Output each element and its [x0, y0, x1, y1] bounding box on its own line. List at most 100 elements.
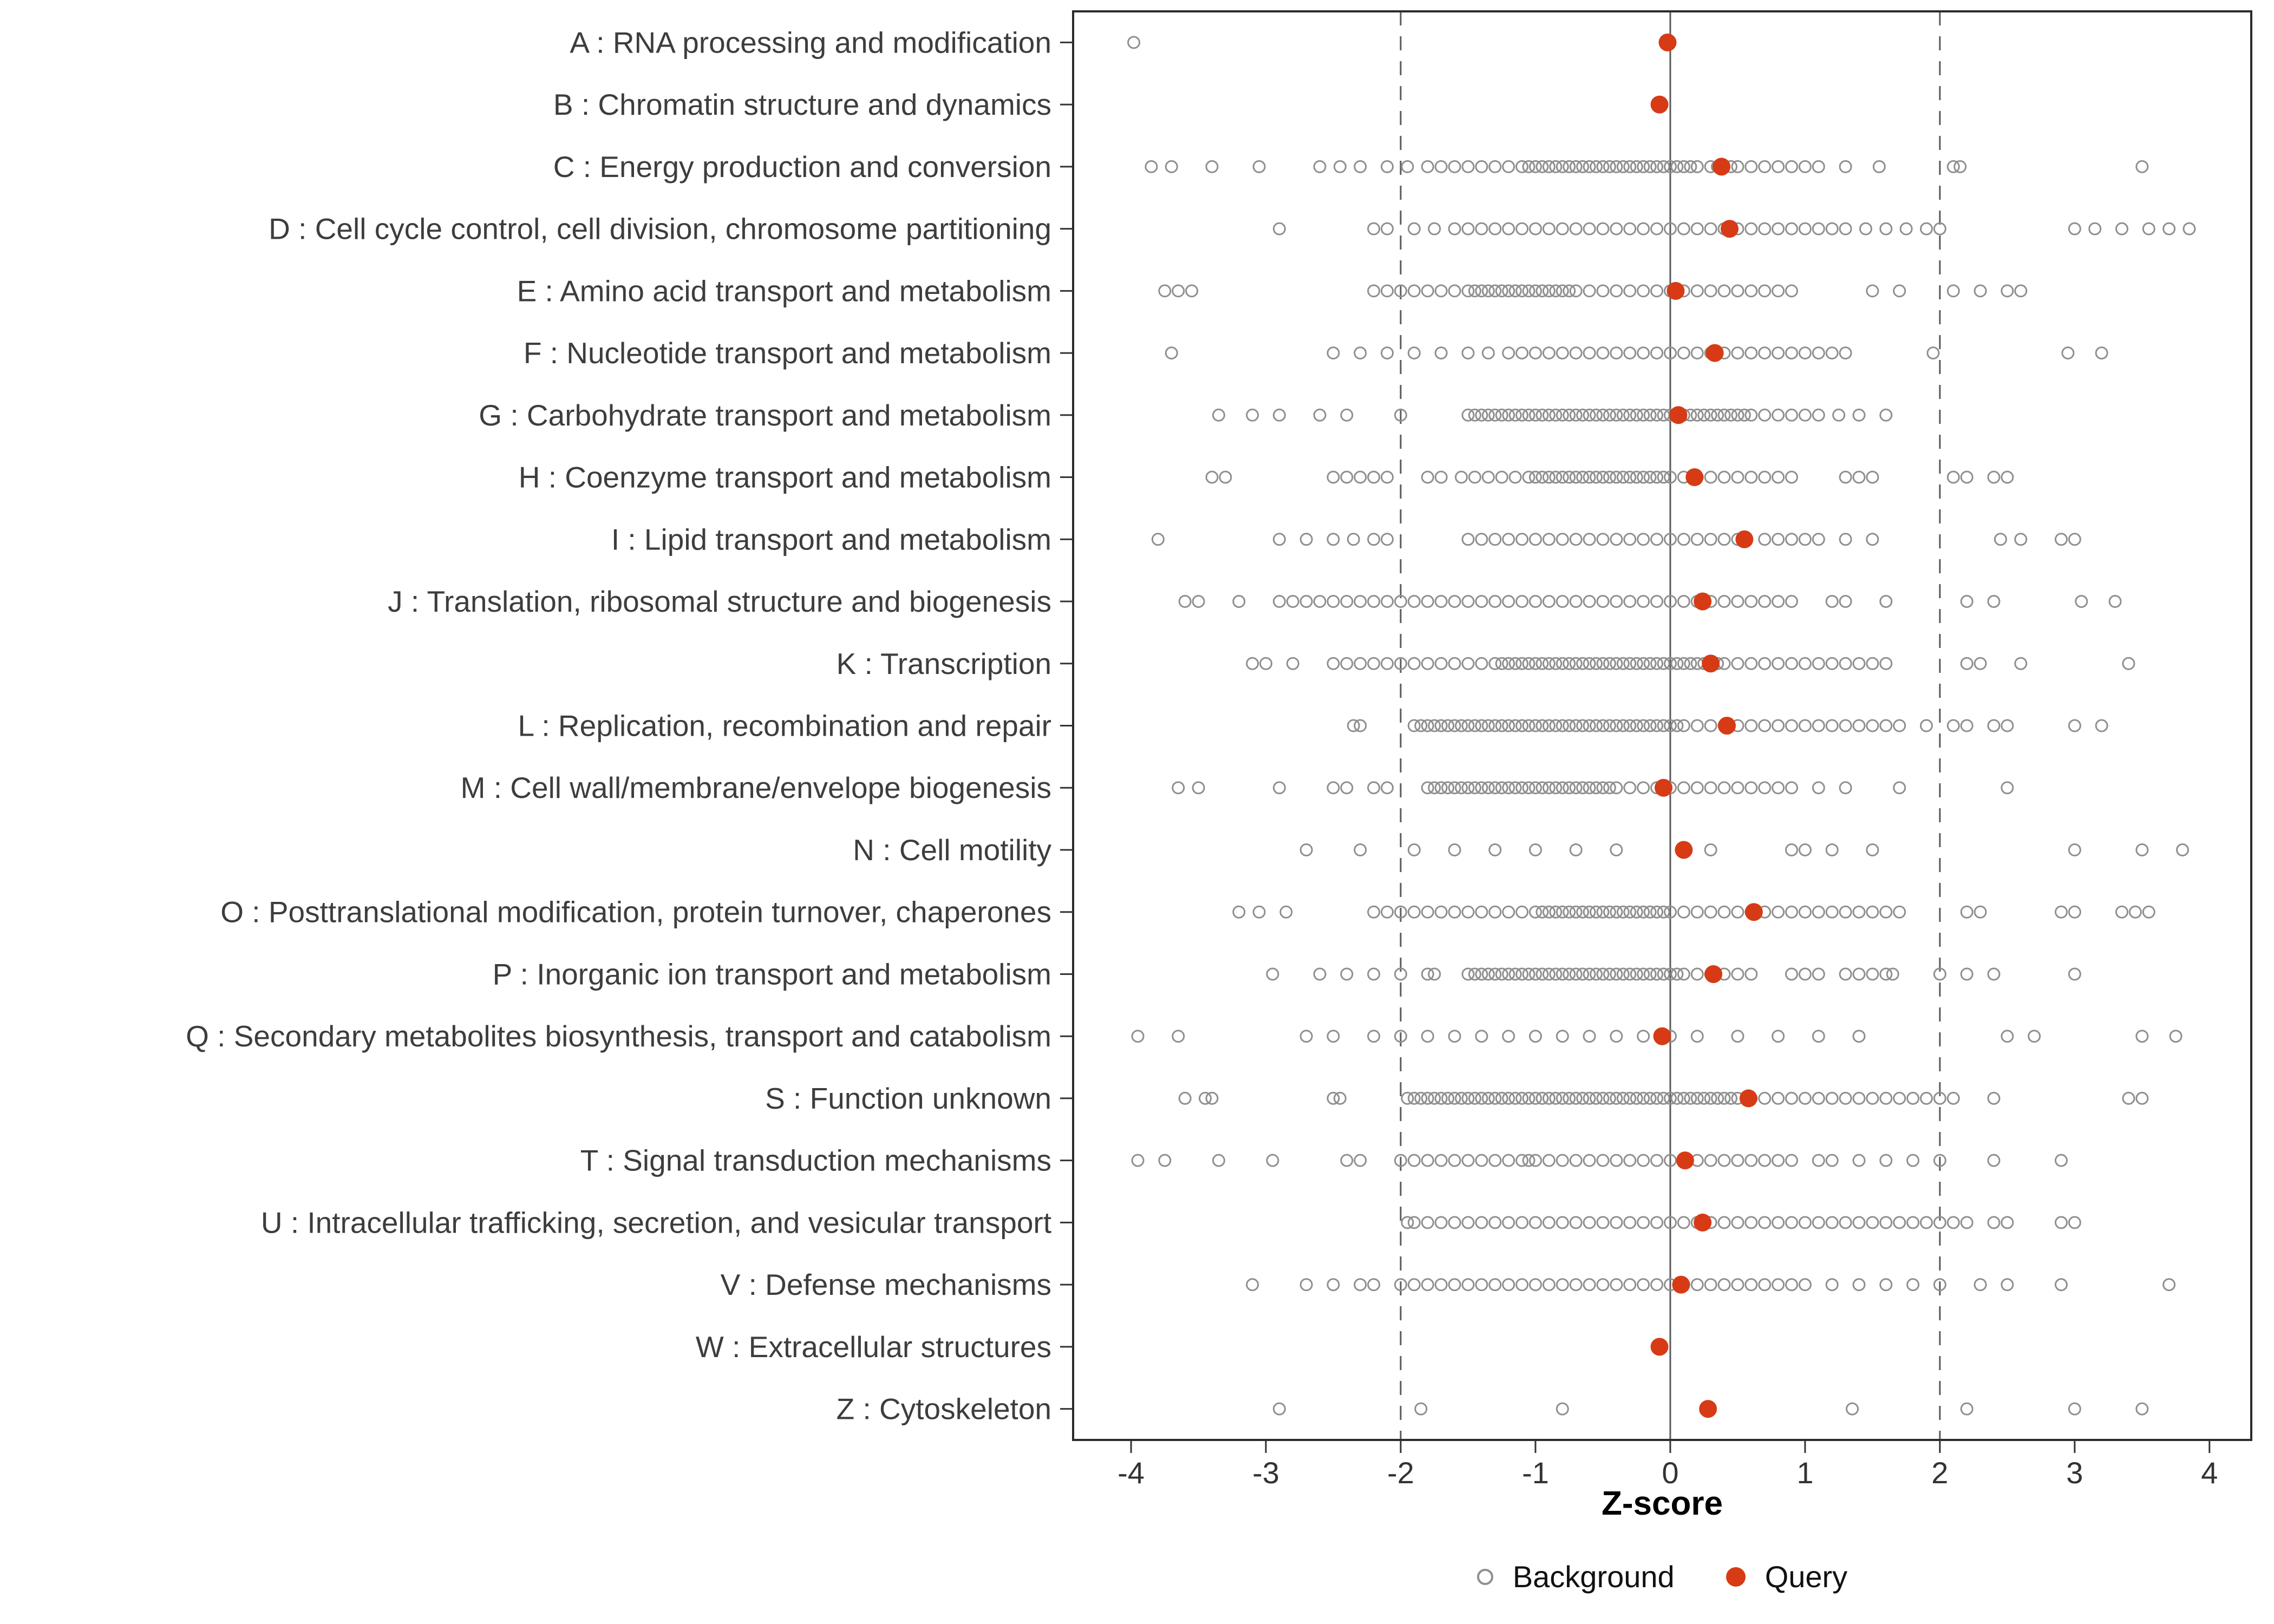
background-point [1475, 905, 1488, 919]
background-point [1946, 284, 1960, 298]
background-point [1421, 160, 1434, 173]
background-point [1421, 905, 1434, 919]
background-point [1825, 719, 1839, 732]
background-point [1488, 222, 1502, 235]
background-point [1434, 781, 1448, 795]
background-point [1461, 284, 1475, 298]
background-point [1569, 284, 1583, 298]
background-point [2088, 222, 2102, 235]
background-point [1549, 408, 1563, 422]
background-point [1879, 719, 1893, 732]
background-point [1731, 160, 1744, 173]
background-point [1630, 408, 1643, 422]
background-point [1610, 160, 1623, 173]
background-point [1731, 1216, 1744, 1229]
background-point [1731, 781, 1744, 795]
background-point [1434, 905, 1448, 919]
background-point [1663, 905, 1677, 919]
background-point [1172, 781, 1185, 795]
background-point [1272, 222, 1286, 235]
legend-item-query: Query [1726, 1559, 1847, 1594]
background-point [1232, 905, 1246, 919]
background-point [1758, 346, 1772, 360]
background-point [1650, 533, 1664, 546]
background-point [1616, 160, 1630, 173]
background-point [1407, 595, 1421, 608]
background-point [1528, 1091, 1542, 1105]
background-point [1785, 719, 1799, 732]
background-point [1488, 160, 1502, 173]
category-label: S : Function unknown [765, 1082, 1051, 1115]
background-point [1616, 408, 1630, 422]
background-point [1637, 1216, 1650, 1229]
query-point [1658, 33, 1677, 51]
background-point [1772, 408, 1785, 422]
background-point [2001, 719, 2014, 732]
background-point [1866, 657, 1879, 670]
background-point [1448, 160, 1461, 173]
background-point [1623, 905, 1637, 919]
background-point [1946, 1216, 1960, 1229]
background-point [1596, 905, 1610, 919]
background-point [1549, 967, 1563, 981]
background-point [1313, 408, 1327, 422]
background-point [1812, 1091, 1825, 1105]
category-label: C : Energy production and conversion [553, 150, 1051, 184]
background-point [1515, 967, 1529, 981]
background-point [1677, 160, 1690, 173]
background-point [1394, 1030, 1407, 1043]
background-point [1488, 843, 1502, 856]
background-point [1461, 1154, 1475, 1167]
background-point [1946, 1091, 1960, 1105]
background-point [1798, 346, 1812, 360]
query-point [1706, 344, 1724, 362]
background-point [1610, 843, 1623, 856]
background-point [1327, 346, 1340, 360]
background-point [2054, 905, 2068, 919]
background-point [1717, 781, 1731, 795]
background-point [1468, 1091, 1481, 1105]
background-point [1461, 346, 1475, 360]
background-point [1145, 160, 1158, 173]
background-point [1731, 1154, 1744, 1167]
background-point [1461, 408, 1475, 422]
background-point [1556, 967, 1569, 981]
background-point [1461, 781, 1475, 795]
background-point [1724, 1091, 1737, 1105]
background-point [1299, 1278, 1313, 1292]
legend: Background Query [1073, 1559, 2251, 1594]
background-point [1381, 284, 1394, 298]
background-point [1252, 905, 1266, 919]
query-point [1702, 654, 1720, 673]
background-point [2075, 595, 2088, 608]
background-point [1590, 967, 1603, 981]
background-point [1542, 595, 1556, 608]
background-point [2135, 843, 2149, 856]
background-point [1381, 160, 1394, 173]
x-axis-title: Z-score [1602, 1485, 1723, 1522]
background-point [1549, 781, 1563, 795]
background-point [1407, 843, 1421, 856]
background-point [1953, 160, 1967, 173]
background-point [1515, 595, 1529, 608]
background-point [1286, 657, 1299, 670]
background-point [1576, 408, 1590, 422]
background-point [1933, 967, 1946, 981]
background-point [1549, 160, 1563, 173]
background-point [1246, 1278, 1259, 1292]
background-point [1448, 1030, 1461, 1043]
background-point [1488, 1091, 1502, 1105]
background-point [1677, 967, 1690, 981]
background-point [1852, 719, 1866, 732]
background-point [1556, 1030, 1569, 1043]
background-point [2001, 1216, 2014, 1229]
category-label: I : Lipid transport and metabolism [611, 522, 1051, 556]
x-tick-label: 1 [1796, 1456, 1813, 1490]
background-point [1825, 657, 1839, 670]
background-point [1354, 470, 1367, 484]
background-point [1535, 284, 1549, 298]
background-point [1974, 284, 1987, 298]
background-point [1428, 222, 1441, 235]
background-point [1657, 470, 1670, 484]
background-point [1313, 595, 1327, 608]
